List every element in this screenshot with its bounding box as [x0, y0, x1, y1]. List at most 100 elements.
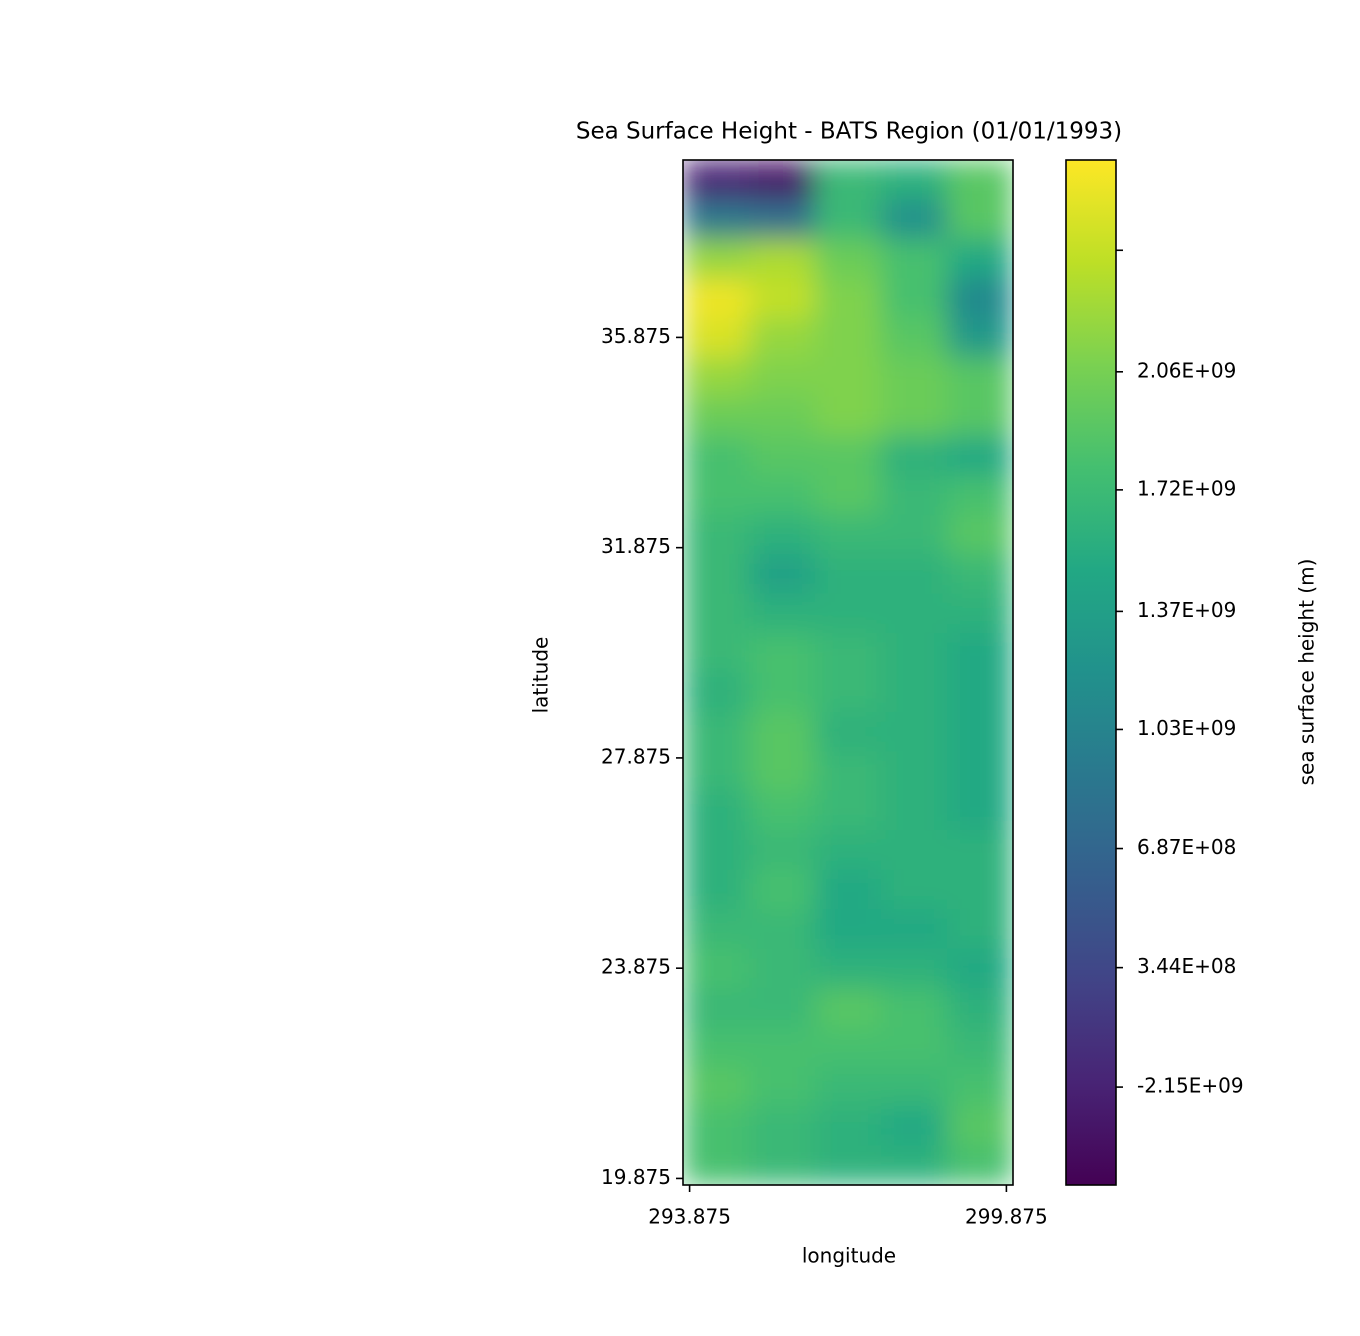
y-tick-label: 35.875	[601, 324, 671, 348]
heatmap-cell	[947, 1106, 1013, 1147]
heatmap-cell	[947, 711, 1013, 752]
heatmap-cell	[749, 514, 816, 555]
heatmap-cell	[947, 160, 1013, 200]
heatmap-cell	[683, 160, 750, 200]
heatmap-cell	[683, 435, 750, 476]
heatmap-cell	[683, 593, 750, 634]
heatmap-cell	[815, 869, 882, 910]
heatmap-cell	[815, 160, 882, 200]
y-tick-label: 27.875	[601, 744, 671, 768]
heatmap-cell	[881, 593, 948, 634]
heatmap-cell	[815, 357, 882, 398]
heatmap-cell	[749, 869, 816, 910]
heatmap-cell	[815, 435, 882, 476]
heatmap-cell	[881, 238, 948, 279]
heatmap-cell	[881, 278, 948, 319]
heatmap-cell	[815, 751, 882, 792]
heatmap-cell	[749, 790, 816, 831]
heatmap-cell	[749, 357, 816, 398]
heatmap-cell	[815, 1145, 882, 1185]
heatmap-cell	[683, 554, 750, 595]
heatmap-cell	[815, 199, 882, 240]
heatmap-cell	[947, 554, 1013, 595]
heatmap-cell	[815, 238, 882, 279]
heatmap-cell	[947, 751, 1013, 792]
heatmap-cell	[749, 435, 816, 476]
heatmap-cell	[749, 160, 816, 200]
heatmap-cell	[683, 514, 750, 555]
heatmap-cell	[815, 317, 882, 358]
heatmap-cell	[683, 199, 750, 240]
heatmap-cell	[815, 396, 882, 437]
heatmap-cell	[947, 948, 1013, 989]
heatmap-cell	[749, 396, 816, 437]
heatmap-cell	[881, 790, 948, 831]
heatmap-cell	[815, 830, 882, 871]
heatmap-cell	[947, 633, 1013, 673]
heatmap-cell	[815, 1066, 882, 1107]
heatmap-cell	[749, 909, 816, 949]
colorbar	[1065, 159, 1117, 1186]
heatmap-cell	[683, 751, 750, 792]
heatmap-cell	[815, 475, 882, 516]
colorbar-tick-label: 1.37E+09	[1137, 598, 1236, 622]
heatmap-cell	[749, 1106, 816, 1147]
heatmap-cell	[881, 199, 948, 240]
heatmap-cell	[683, 1145, 750, 1185]
heatmap-cell	[815, 987, 882, 1028]
heatmap-cell	[881, 909, 948, 949]
heatmap-cell	[947, 987, 1013, 1028]
colorbar-tick-label: 2.06E+09	[1137, 358, 1236, 382]
colorbar-tick-label: -2.15E+09	[1137, 1074, 1244, 1098]
heatmap-cell	[881, 357, 948, 398]
heatmap-cell	[947, 790, 1013, 831]
heatmap-cell	[947, 317, 1013, 358]
heatmap-cell	[749, 554, 816, 595]
colorbar-tick-label: 3.44E+08	[1137, 954, 1236, 978]
y-tick-label: 19.875	[601, 1165, 671, 1189]
heatmap-cell	[881, 160, 948, 200]
heatmap-cell	[815, 1106, 882, 1147]
chart-title: Sea Surface Height - BATS Region (01/01/…	[576, 119, 1122, 145]
heatmap-cell	[881, 711, 948, 752]
heatmap-cell	[881, 672, 948, 713]
heatmap-cell	[683, 987, 750, 1028]
heatmap-cell	[881, 1066, 948, 1107]
heatmap-cell	[749, 830, 816, 871]
heatmap-cell	[815, 278, 882, 319]
heatmap-cell	[749, 633, 816, 673]
heatmap-cell	[683, 948, 750, 989]
heatmap-cell	[749, 711, 816, 752]
x-tick-label: 299.875	[965, 1205, 1048, 1229]
heatmap-cell	[749, 1145, 816, 1185]
heatmap-cell	[947, 278, 1013, 319]
heatmap-cell	[749, 278, 816, 319]
heatmap-cell	[881, 633, 948, 673]
heatmap-cell	[881, 396, 948, 437]
heatmap-cell	[749, 987, 816, 1028]
heatmap-cell	[683, 1106, 750, 1147]
heatmap-cell	[749, 751, 816, 792]
colorbar-tick-label: 6.87E+08	[1137, 835, 1236, 859]
heatmap-cell	[815, 672, 882, 713]
heatmap-cell	[881, 475, 948, 516]
heatmap-cell	[947, 435, 1013, 476]
y-tick-label: 31.875	[601, 534, 671, 558]
heatmap-cell	[815, 633, 882, 673]
heatmap-cell	[749, 948, 816, 989]
heatmap-cell	[749, 238, 816, 279]
y-tick-label: 23.875	[601, 955, 671, 979]
heatmap-cell	[947, 672, 1013, 713]
heatmap-cell	[749, 199, 816, 240]
heatmap-cell	[683, 238, 750, 279]
heatmap	[683, 160, 1013, 1185]
heatmap-cell	[881, 435, 948, 476]
heatmap-cell	[683, 396, 750, 437]
heatmap-cell	[881, 751, 948, 792]
colorbar-tick-label: 1.72E+09	[1137, 476, 1236, 500]
heatmap-cell	[947, 1027, 1013, 1068]
heatmap-cell	[749, 475, 816, 516]
heatmap-cell	[947, 238, 1013, 279]
heatmap-cell	[881, 514, 948, 555]
heatmap-cell	[815, 790, 882, 831]
